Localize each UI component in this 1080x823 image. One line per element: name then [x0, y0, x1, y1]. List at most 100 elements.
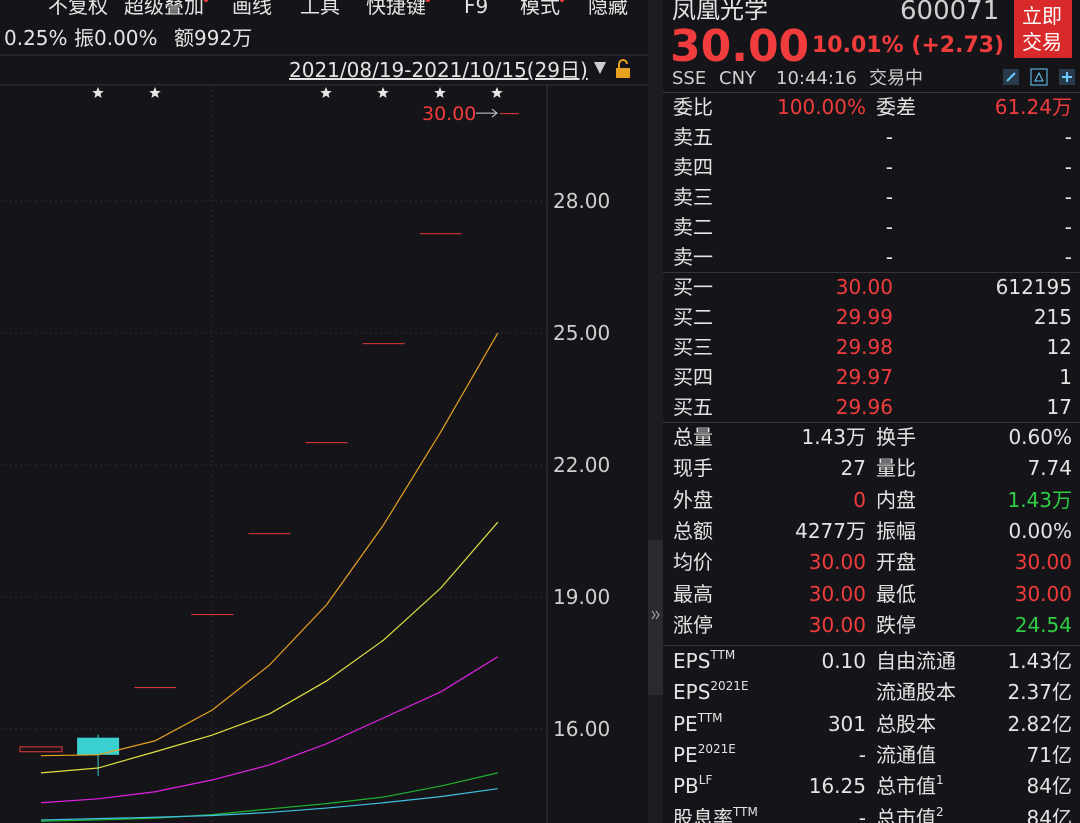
label: 自由流通	[876, 649, 956, 673]
label: 总额	[673, 518, 713, 543]
divider	[648, 0, 663, 823]
label: 最高	[673, 581, 713, 606]
label: 量比	[876, 456, 916, 481]
moving-average	[40, 656, 499, 804]
toolbar-item[interactable]: 画线	[232, 0, 272, 18]
value: 30.00	[808, 581, 866, 606]
date-dropdown[interactable]	[594, 62, 606, 74]
value: 30.00	[808, 612, 866, 637]
label: 振幅	[876, 518, 916, 543]
y-tick-label: 19.00	[553, 585, 610, 609]
toolbar-item[interactable]: F9	[464, 0, 489, 18]
book-price: -	[885, 245, 893, 269]
book-label: 卖五	[673, 125, 713, 149]
value: 84亿	[1026, 805, 1072, 823]
value: 0	[853, 487, 866, 512]
superscript: 2021E	[697, 741, 736, 756]
value: 100.00%	[777, 95, 866, 119]
panel-icons[interactable]	[1002, 68, 1078, 86]
book-volume: -	[1064, 215, 1072, 239]
book-label: 买五	[673, 395, 713, 419]
book-volume: 17	[1046, 395, 1072, 419]
value: 30.00	[1014, 550, 1072, 575]
candle-body	[419, 233, 462, 235]
exchange: SSE	[672, 68, 707, 89]
toolbar-item[interactable]: 隐藏	[588, 0, 628, 18]
value: 61.24万	[994, 95, 1072, 119]
value: 27	[840, 456, 866, 481]
label: 委比	[673, 95, 713, 119]
book-volume: -	[1064, 125, 1072, 149]
book-price: 30.00	[835, 275, 893, 299]
value: 4277万	[795, 518, 866, 543]
toolbar-item[interactable]: 不复权	[48, 0, 108, 18]
stock-name: 凤凰光学	[672, 0, 768, 24]
value: 84亿	[1026, 774, 1072, 799]
last-price-annotation: 30.00	[422, 103, 476, 125]
badge-dot	[204, 0, 208, 2]
toolbar-item[interactable]: 模式	[520, 0, 564, 18]
label: 跌停	[876, 612, 916, 637]
book-label: 卖一	[673, 245, 713, 269]
chart-bg	[0, 0, 648, 823]
collapse-icon	[651, 610, 660, 620]
lock-icon[interactable]	[616, 59, 630, 78]
value: -	[858, 742, 866, 767]
label: 委差	[876, 95, 916, 119]
label: PETTM	[673, 710, 723, 736]
badge-dot	[560, 0, 564, 2]
label: 最低	[876, 581, 916, 606]
label: 现手	[673, 456, 713, 481]
book-volume: 1	[1059, 365, 1072, 389]
label: 总市值2	[876, 804, 944, 823]
moving-average	[40, 772, 498, 822]
label: 换手	[876, 425, 916, 449]
quote-time: 10:44:16	[776, 68, 857, 89]
toolbar-item[interactable]: 工具	[300, 0, 340, 18]
currency: CNY	[719, 68, 757, 89]
moving-average	[40, 332, 499, 757]
toolbar-item[interactable]: 超级叠加	[124, 0, 208, 18]
book-price: -	[885, 155, 893, 179]
book-price: 29.97	[835, 365, 893, 389]
label: 开盘	[876, 550, 916, 575]
separator	[663, 92, 1080, 93]
candle-body	[134, 687, 177, 689]
label: 涨停	[673, 612, 713, 637]
y-tick-label: 16.00	[553, 717, 610, 741]
superscript: 2	[936, 804, 944, 819]
value: 0.00%	[1008, 518, 1072, 543]
superscript: 1	[936, 773, 944, 788]
y-tick-label: 25.00	[553, 321, 610, 345]
badge-dot	[426, 0, 430, 2]
label: EPSTTM	[673, 648, 736, 673]
superscript: 2021E	[710, 679, 749, 694]
stock-code: 600071	[900, 0, 1000, 26]
book-price: -	[885, 215, 893, 239]
book-label: 买三	[673, 335, 713, 359]
book-label: 卖三	[673, 185, 713, 209]
collapse-handle[interactable]	[648, 540, 663, 695]
toolbar-item[interactable]: 快捷键	[366, 0, 430, 18]
price-change: 10.01% (+2.73)	[812, 33, 1005, 58]
value: 30.00	[808, 550, 866, 575]
trade-button[interactable]: 立即 交易	[1014, 0, 1072, 58]
book-label: 买一	[673, 275, 713, 299]
date-range[interactable]: 2021/08/19-2021/10/15(29日)	[289, 58, 588, 82]
label: 内盘	[876, 487, 916, 512]
book-volume: 215	[1033, 305, 1072, 329]
value: 16.25	[808, 774, 866, 799]
book-volume: 612195	[995, 275, 1072, 299]
candle-body	[77, 737, 120, 755]
summary-change: 0.25%	[4, 26, 68, 50]
moving-average	[40, 521, 499, 774]
label: 总股本	[876, 711, 936, 736]
candle-body	[191, 614, 234, 616]
book-price: 29.98	[835, 335, 893, 359]
book-volume: 12	[1046, 335, 1072, 359]
annotation-arrow	[476, 108, 498, 118]
value: 71亿	[1026, 742, 1072, 767]
value: 24.54	[1014, 612, 1072, 637]
label: PE2021E	[673, 741, 736, 767]
